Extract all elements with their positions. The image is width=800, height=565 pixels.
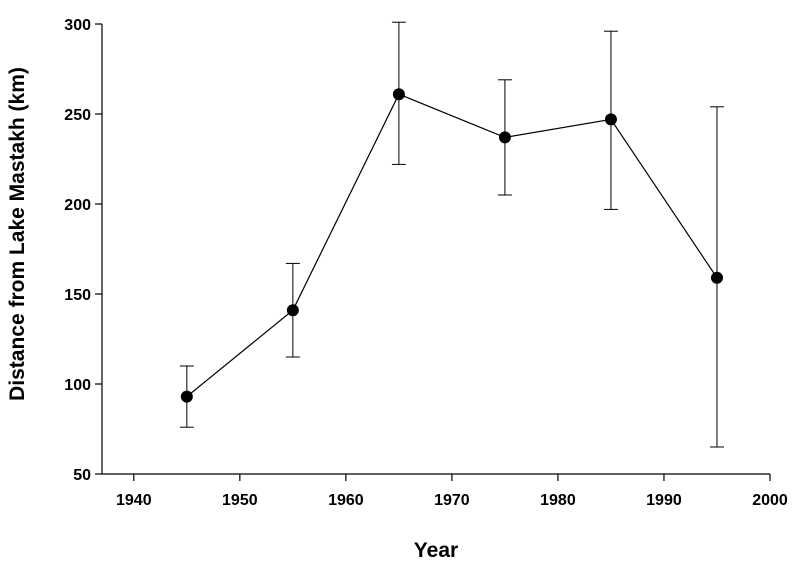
- x-tick-label: 1950: [222, 492, 258, 509]
- y-tick-label: 50: [73, 467, 91, 484]
- x-tick-label: 1960: [328, 492, 364, 509]
- data-point: [392, 88, 405, 101]
- data-point: [286, 304, 299, 317]
- y-axis-label: Distance from Lake Mastakh (km): [6, 67, 29, 401]
- x-tick-label: 1980: [540, 492, 576, 509]
- x-tick-label: 1940: [116, 492, 152, 509]
- y-tick-label: 300: [64, 17, 91, 34]
- x-axis-label: Year: [414, 539, 458, 562]
- data-point: [604, 113, 617, 126]
- y-tick-label: 200: [64, 197, 91, 214]
- error-bars: [179, 21, 724, 448]
- data-point: [498, 131, 511, 144]
- tick-labels: 50 100 150 200 250 300 1940 1950 1960 1970 1980 199…: [64, 17, 788, 509]
- y-tick-label: 150: [64, 287, 91, 304]
- series-lines: [186, 93, 718, 398]
- data-point: [180, 390, 193, 403]
- series-line: [186, 93, 718, 398]
- data-point: [710, 271, 723, 284]
- axes: [95, 23, 771, 481]
- y-tick-label: 250: [64, 107, 91, 124]
- x-tick-label: 2000: [752, 492, 788, 509]
- x-tick-label: 1970: [434, 492, 470, 509]
- data-points: [180, 88, 723, 403]
- y-tick-label: 100: [64, 377, 91, 394]
- x-tick-label: 1990: [646, 492, 682, 509]
